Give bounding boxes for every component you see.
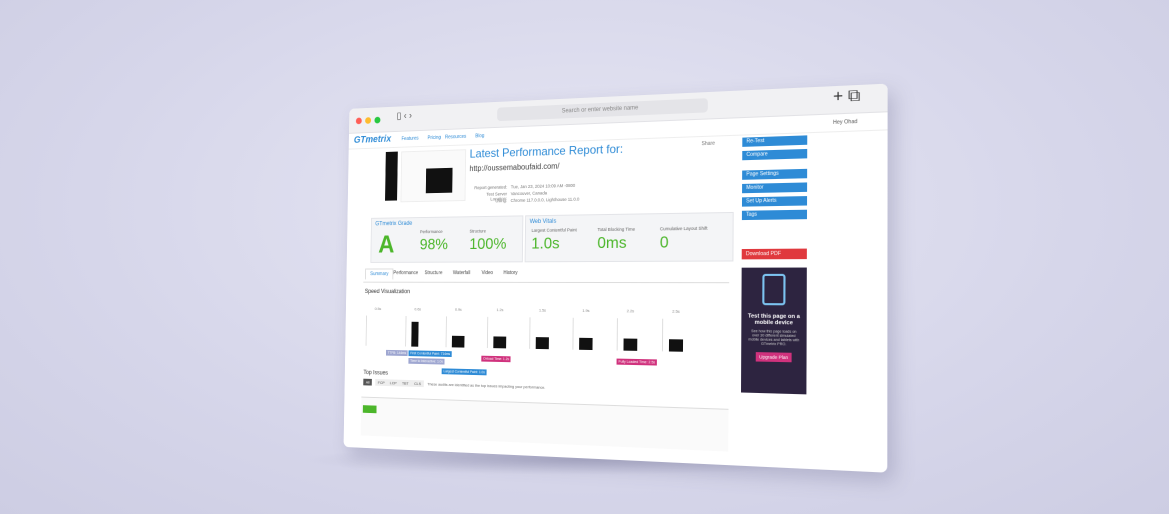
time-label: 2.2s [627, 308, 634, 313]
vitals-heading: Web Vitals [530, 219, 557, 225]
sidebar-button[interactable]: Set Up Alerts [742, 196, 807, 207]
upgrade-button[interactable]: Upgrade Plan [756, 352, 792, 362]
nav-item[interactable]: Resources [445, 134, 466, 141]
promo-title: Test this page on a mobile device [745, 313, 802, 326]
tab[interactable]: Performance [389, 268, 423, 278]
metric-value: 98% [420, 237, 448, 254]
frame-shot [536, 337, 549, 349]
grade-heading: GTmetrix Grade [375, 221, 412, 227]
frame-shot [411, 322, 418, 347]
grade-card: GTmetrix Grade A Performance 98% Structu… [370, 215, 523, 263]
sidebar-button[interactable]: Monitor [742, 182, 807, 193]
frame-shot [669, 339, 683, 352]
filmstrip-frame [529, 317, 556, 349]
meta-value: Tue, Jan 23, 2024 10:09 AM -0800 [511, 183, 575, 189]
meta-value: Vancouver, Canada [511, 190, 547, 196]
sidebar-button[interactable]: Tags [742, 210, 807, 220]
filmstrip-frame [446, 316, 472, 347]
filmstrip-frame [366, 316, 391, 347]
metric-value: 0ms [597, 235, 626, 253]
frame-shot [623, 338, 637, 350]
grade-letter: A [378, 230, 395, 259]
nav-item[interactable]: Features [401, 136, 418, 142]
meta-value: Chrome 117.0.0.0, Lighthouse 11.0.0 [511, 197, 580, 203]
metric-value: 100% [469, 236, 506, 254]
logo[interactable]: GTmetrix [354, 134, 391, 146]
tab[interactable]: Video [477, 268, 498, 278]
issues-list [361, 397, 729, 452]
metric-label: Cumulative Layout Shift [660, 226, 708, 232]
tabs-rule [363, 282, 729, 284]
timing-marker: TTFB: 144ms [386, 350, 408, 356]
share[interactable]: Share [701, 141, 715, 148]
report-url: http://oussemaboufaid.com/ [469, 162, 559, 173]
time-label: 1.2s [496, 307, 503, 312]
sidebar-button[interactable]: Compare [742, 149, 807, 160]
metric-value: 0 [660, 234, 669, 252]
frame-shot [452, 336, 465, 348]
metric-value: 1.0s [531, 236, 559, 254]
vitals-card: Web Vitals Largest Contentful Paint 1.0s… [525, 212, 734, 262]
filmstrip-frame [617, 318, 646, 351]
timing-marker: Onload Time: 1.2s [481, 356, 511, 363]
time-label: 0.6s [414, 307, 421, 312]
timing-marker: Largest Contentful Paint: 1.0s [442, 368, 487, 375]
user-menu[interactable]: Hey Ohad [833, 119, 857, 126]
time-label: 1.9s [582, 308, 589, 313]
frame-shot [493, 336, 506, 348]
download-pdf[interactable]: Download PDF [742, 249, 807, 260]
address-bar[interactable]: Search or enter website name [497, 98, 708, 121]
sidebar-button[interactable]: Re-Test [742, 135, 807, 147]
filmstrip-frame [405, 316, 431, 347]
tab[interactable]: History [499, 268, 523, 278]
metric-label: Structure [469, 229, 486, 234]
browser-window: ▯ ‹ › Search or enter website name + ⧉ G… [344, 84, 888, 473]
new-tab[interactable]: + ⧉ [833, 87, 860, 107]
metric-label: Total Blocking Time [597, 227, 635, 232]
issues-heading: Top Issues [363, 370, 388, 376]
time-label: 0.9s [455, 307, 462, 312]
maximize-dot[interactable] [374, 117, 380, 124]
timing-marker: Fully Loaded Time: 2.5s [617, 359, 658, 366]
time-label: 2.5s [672, 309, 680, 314]
filter-chip[interactable]: LCP [387, 379, 399, 386]
timing-marker: First Contentful Paint: 714ms [408, 350, 451, 357]
report-title: Latest Performance Report for: [470, 142, 624, 161]
close-dot[interactable] [356, 118, 362, 125]
filter-chip[interactable]: All [363, 379, 372, 386]
promo-phone [762, 274, 785, 305]
promo-text: See how this page loads on over 30 diffe… [747, 329, 800, 347]
timing-marker: Time to Interactive: 1.0s [408, 358, 444, 365]
filmstrip-frame [572, 318, 600, 350]
filter-chip[interactable]: FCP [375, 379, 387, 386]
filmstrip-frame [487, 317, 514, 349]
meta-label: Report generated: [469, 185, 507, 191]
filmstrip-frame [662, 319, 691, 352]
time-label: 0.5s [375, 306, 382, 311]
filter-chip[interactable]: CLS [412, 380, 424, 387]
tab[interactable]: Structure [420, 268, 447, 278]
frame-shot [579, 338, 593, 350]
sidebar-button[interactable]: Page Settings [742, 169, 807, 180]
nav-arrows[interactable]: ▯ ‹ › [397, 111, 412, 122]
speed-heading: Speed Visualization [365, 289, 410, 295]
promo: Test this page on a mobile device See ho… [741, 268, 807, 395]
metric-label: Performance [420, 229, 443, 234]
nav-item[interactable]: Pricing [427, 135, 440, 141]
meta-label: Using: [469, 198, 507, 204]
filter-chip[interactable]: TBT [399, 380, 411, 387]
metric-label: Largest Contentful Paint [531, 227, 576, 232]
thumb-desktop [400, 149, 466, 202]
thumb-mobile [385, 152, 398, 201]
minimize-dot[interactable] [365, 117, 371, 124]
nav-item[interactable]: Blog [475, 133, 484, 139]
tab[interactable]: Waterfall [448, 268, 475, 278]
issues-note: These audits are identified as the top i… [427, 381, 545, 389]
time-label: 1.5s [539, 308, 546, 313]
